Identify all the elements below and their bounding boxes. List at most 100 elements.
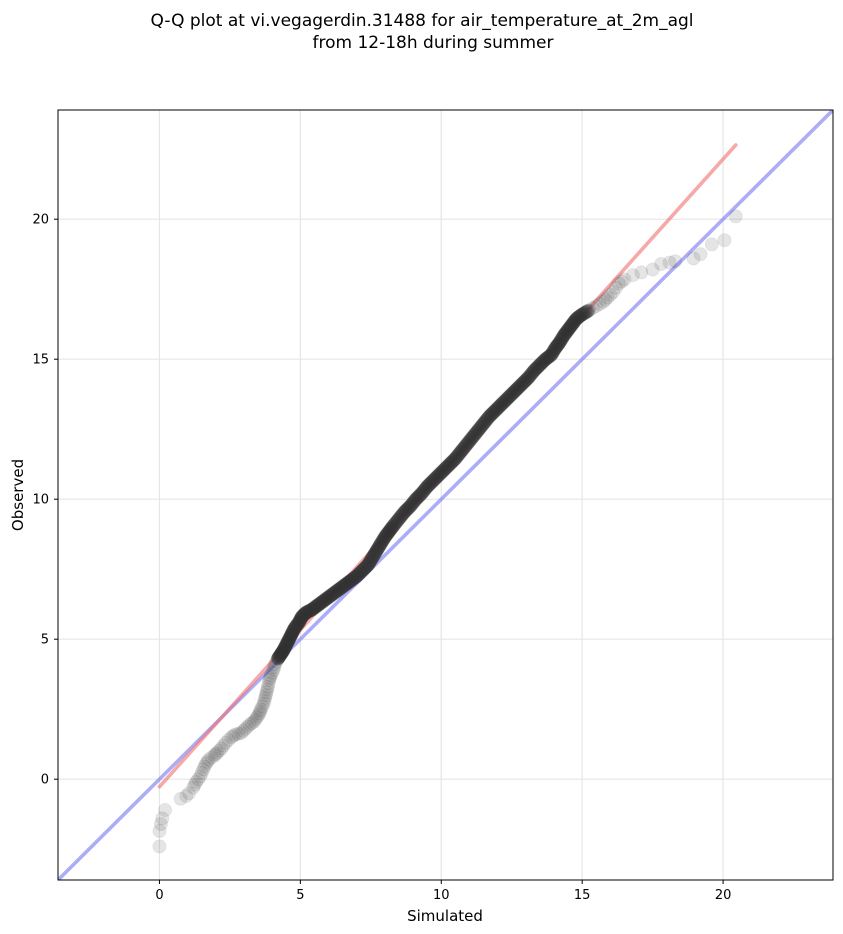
quantile-point	[334, 580, 349, 595]
quantile-point	[547, 342, 562, 357]
quantile-point	[516, 375, 531, 390]
quantile-point	[315, 594, 330, 609]
quantile-point	[265, 665, 280, 680]
quantile-point	[276, 643, 291, 658]
grid-lines	[58, 110, 833, 880]
quantile-point	[320, 590, 335, 605]
quantile-point	[431, 468, 446, 483]
quantile-point	[357, 561, 372, 576]
quantile-point	[447, 452, 462, 467]
axes: 0 5 10 15 20 0 5 10 15 20	[32, 213, 731, 903]
quantile-point	[574, 308, 589, 323]
x-tick-label: 10	[433, 888, 450, 903]
quantile-point	[579, 304, 594, 319]
quantile-point	[521, 370, 536, 385]
quantile-point	[428, 471, 443, 486]
quantile-point	[425, 473, 440, 488]
quantile-point	[362, 555, 377, 570]
quantile-point	[452, 446, 467, 461]
quantile-point	[282, 632, 297, 647]
quantile-point	[351, 567, 366, 582]
quantile-point	[438, 460, 453, 475]
quantile-point	[207, 748, 222, 763]
quantile-point	[196, 762, 211, 777]
quantile-point	[389, 515, 404, 530]
quantile-point	[556, 328, 571, 343]
quantile-point	[294, 609, 309, 624]
quantile-point	[427, 472, 442, 487]
quantile-point	[558, 326, 573, 341]
quantile-point	[564, 318, 579, 333]
x-axis-label: Simulated	[407, 907, 483, 925]
quantile-point	[503, 388, 518, 403]
quantile-point	[275, 644, 290, 659]
quantile-point	[194, 765, 209, 780]
quantile-point	[347, 570, 362, 585]
quantile-point	[360, 558, 375, 573]
quantile-point	[200, 754, 215, 769]
quantile-point	[563, 319, 578, 334]
quantile-point	[476, 416, 491, 431]
quantile-point	[407, 493, 422, 508]
quantile-point	[470, 423, 485, 438]
chart-subtitle: from 12-18h during summer	[313, 33, 554, 53]
quantile-point	[283, 629, 298, 644]
quantile-point	[353, 565, 368, 580]
quantile-point	[577, 305, 592, 320]
quantile-point	[371, 540, 386, 555]
quantile-point	[522, 369, 537, 384]
quantile-point	[527, 363, 542, 378]
quantile-point	[502, 389, 517, 404]
quantile-point	[423, 475, 438, 490]
quantile-point	[539, 351, 554, 366]
quantile-point	[283, 628, 298, 643]
quantile-point	[281, 634, 296, 649]
quantile-point	[497, 394, 512, 409]
quantile-point	[244, 716, 259, 731]
quantile-point	[404, 498, 419, 513]
quantile-point	[267, 660, 282, 675]
quantile-point	[302, 603, 317, 618]
quantile-point	[555, 330, 570, 345]
quantile-point	[544, 346, 559, 361]
quantile-point	[187, 777, 202, 792]
quantile-point	[499, 392, 514, 407]
quantile-point	[513, 378, 528, 393]
quantile-point	[409, 491, 424, 506]
quantile-point	[339, 576, 354, 591]
quantile-point	[518, 373, 533, 388]
quantile-point	[301, 604, 316, 619]
quantile-point	[260, 682, 275, 697]
quantile-point	[589, 298, 604, 313]
quantile-point	[240, 719, 255, 734]
quantile-point	[538, 352, 553, 367]
identity-line	[58, 110, 833, 880]
quantile-point	[529, 361, 544, 376]
quantile-point	[396, 505, 411, 520]
quantile-point	[429, 470, 444, 485]
quantile-point	[443, 456, 458, 471]
quantile-point	[337, 578, 352, 593]
quantile-point	[456, 441, 471, 456]
quantile-point	[505, 386, 520, 401]
quantile-point	[693, 247, 708, 262]
quantile-point	[625, 268, 640, 283]
quantile-point	[179, 789, 194, 804]
quantile-point	[489, 402, 504, 417]
quantile-point	[216, 738, 231, 753]
quantile-point	[461, 435, 476, 450]
quantile-point	[231, 726, 246, 741]
quantile-point	[426, 473, 441, 488]
quantile-point	[288, 620, 303, 635]
quantile-point	[410, 490, 425, 505]
quantile-point	[218, 735, 233, 750]
quantile-point	[519, 372, 534, 387]
quantile-point	[609, 280, 624, 295]
quantile-point	[413, 487, 428, 502]
quantile-point	[517, 374, 532, 389]
quantile-point	[373, 537, 388, 552]
quantile-point	[474, 418, 489, 433]
quantile-point	[458, 438, 473, 453]
quantile-point	[469, 425, 484, 440]
quantile-point	[296, 608, 311, 623]
